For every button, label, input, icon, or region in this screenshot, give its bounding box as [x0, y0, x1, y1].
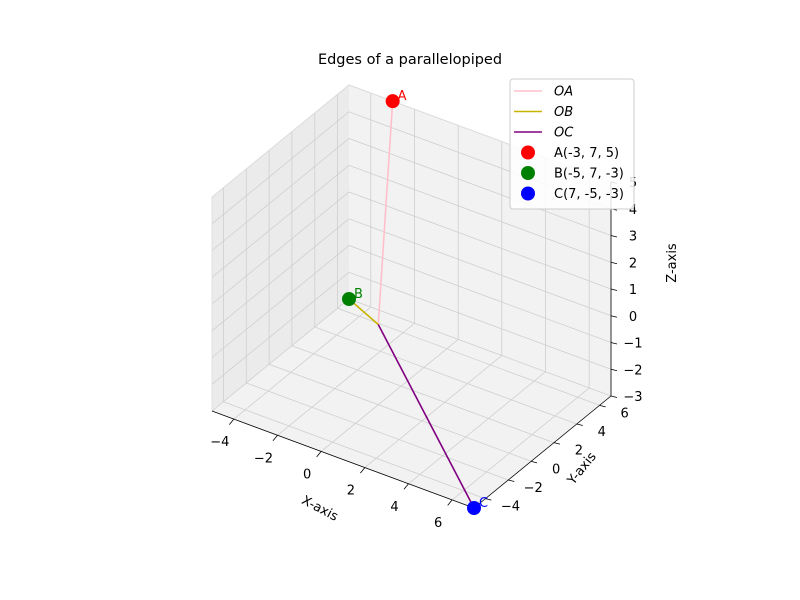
z-tick [610, 288, 618, 291]
x-tick-label: 0 [303, 467, 311, 482]
y-tick-label: −2 [524, 481, 543, 496]
x-tick-label: 6 [434, 516, 442, 531]
x-tick-label: −2 [254, 451, 273, 466]
tick-marks [229, 181, 618, 506]
legend-marker-b [521, 166, 535, 180]
x-axis-title: X-axis [299, 493, 341, 525]
series-line-oa [377, 101, 394, 325]
x-tick [360, 467, 366, 474]
point-label-b: B [354, 287, 363, 302]
grid-line-z [211, 245, 612, 358]
y-tick [553, 442, 561, 445]
point-b [342, 292, 356, 306]
z-tick [610, 261, 618, 265]
grid-line-z [211, 271, 612, 385]
z-tick [610, 235, 618, 238]
y-tick-label: −4 [501, 500, 520, 515]
y-tick [508, 479, 515, 482]
legend-label-a: A(-3, 7, 5) [554, 146, 619, 161]
z-tick-label: 3 [629, 230, 637, 245]
x-tick-label: 4 [390, 500, 398, 515]
y-tick-label: 0 [552, 462, 560, 477]
z-tick-label: 1 [629, 283, 637, 298]
y-tick-label: 4 [598, 425, 606, 440]
x-tick [403, 483, 409, 490]
floor-pane [212, 299, 611, 508]
z-tick-label: 4 [629, 203, 637, 218]
z-tick-label: −2 [623, 363, 642, 378]
x-tick-label: 2 [347, 484, 355, 499]
z-tick [610, 395, 618, 398]
legend-label-oc: OC [554, 126, 574, 141]
z-tick-label: 2 [629, 256, 637, 271]
legend-label-c: C(7, -5, -3) [554, 187, 624, 202]
series-line-oc [377, 324, 475, 509]
point-a [385, 94, 400, 109]
point-label-a: A [398, 89, 407, 104]
x-tick-label: −4 [210, 435, 229, 450]
y-tick [485, 498, 492, 501]
grid-line-z [211, 218, 612, 332]
x-tick [316, 451, 322, 458]
z-tick-label: −1 [623, 337, 642, 352]
x-tick [447, 499, 453, 506]
point-label-c: C [479, 496, 488, 511]
z-tick-label: 0 [629, 310, 637, 325]
y-axis-line [473, 395, 612, 509]
y-tick-label: 6 [620, 406, 628, 421]
z-tick [610, 368, 618, 372]
grid-line-z [211, 164, 612, 278]
y-tick [599, 404, 606, 408]
y-tick [530, 460, 538, 464]
chart-title: Edges of a parallelopiped [318, 52, 502, 68]
legend-marker-c [521, 186, 535, 201]
grid-line-z [211, 191, 612, 305]
data-points: A B C [342, 89, 488, 515]
x-axis-line [211, 410, 475, 509]
x-tick [229, 418, 235, 425]
z-tick-label: −3 [623, 390, 642, 405]
point-c [467, 501, 481, 515]
y-tick-label: 2 [575, 444, 583, 459]
z-tick [610, 342, 618, 345]
y-tick [576, 423, 583, 426]
z-axis-title: Z-axis [665, 243, 680, 283]
z-tick [610, 315, 618, 318]
legend: OA OB OC A(-3, 7, 5) B(-5, 7, -3) C(7, -5, -3… [509, 78, 635, 210]
legend-label-ob: OB [554, 105, 573, 120]
legend-label-oa: OA [554, 85, 573, 100]
x-tick [272, 434, 278, 442]
legend-marker-a [521, 145, 535, 160]
legend-label-b: B(-5, 7, -3) [554, 167, 624, 182]
